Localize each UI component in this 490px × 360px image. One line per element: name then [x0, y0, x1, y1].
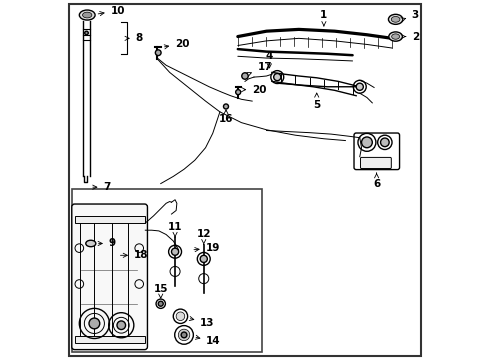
Circle shape: [117, 321, 125, 329]
Circle shape: [381, 138, 389, 147]
Circle shape: [356, 83, 364, 90]
Text: 20: 20: [164, 39, 190, 49]
Text: 4: 4: [266, 51, 273, 68]
Circle shape: [178, 329, 190, 341]
Text: 5: 5: [313, 93, 320, 110]
Text: 8: 8: [125, 33, 143, 43]
Circle shape: [172, 248, 179, 255]
Circle shape: [155, 50, 161, 55]
Text: 3: 3: [401, 10, 419, 22]
Text: 13: 13: [189, 316, 215, 328]
Bar: [74, 336, 145, 343]
Text: 11: 11: [168, 222, 182, 237]
Text: 18: 18: [121, 250, 148, 260]
Circle shape: [236, 90, 241, 95]
Text: 19: 19: [194, 243, 220, 253]
Circle shape: [181, 332, 187, 338]
Bar: [74, 216, 145, 223]
Ellipse shape: [389, 32, 402, 41]
Text: 7: 7: [93, 182, 111, 192]
Text: 9: 9: [98, 238, 116, 248]
Text: 20: 20: [242, 85, 267, 95]
Ellipse shape: [389, 14, 403, 24]
Text: 6: 6: [373, 173, 380, 189]
Text: 1: 1: [320, 10, 327, 26]
Circle shape: [85, 31, 88, 35]
FancyBboxPatch shape: [354, 133, 399, 170]
Circle shape: [274, 73, 281, 81]
FancyBboxPatch shape: [361, 157, 392, 168]
Circle shape: [223, 104, 228, 109]
Ellipse shape: [86, 240, 96, 247]
Text: 2: 2: [401, 32, 419, 41]
Circle shape: [158, 301, 163, 306]
Circle shape: [89, 318, 100, 329]
Text: 14: 14: [196, 335, 221, 346]
Ellipse shape: [392, 17, 400, 22]
FancyBboxPatch shape: [72, 204, 147, 350]
Circle shape: [200, 255, 207, 262]
Circle shape: [242, 73, 248, 79]
Circle shape: [176, 312, 185, 320]
Bar: [72, 189, 262, 352]
Ellipse shape: [79, 10, 95, 20]
Text: 15: 15: [153, 284, 168, 298]
Ellipse shape: [392, 34, 399, 39]
Ellipse shape: [82, 12, 92, 18]
Text: 17: 17: [246, 62, 272, 76]
Text: 10: 10: [98, 6, 125, 16]
Circle shape: [362, 137, 372, 148]
Text: 16: 16: [219, 110, 233, 124]
Text: 12: 12: [196, 229, 211, 244]
